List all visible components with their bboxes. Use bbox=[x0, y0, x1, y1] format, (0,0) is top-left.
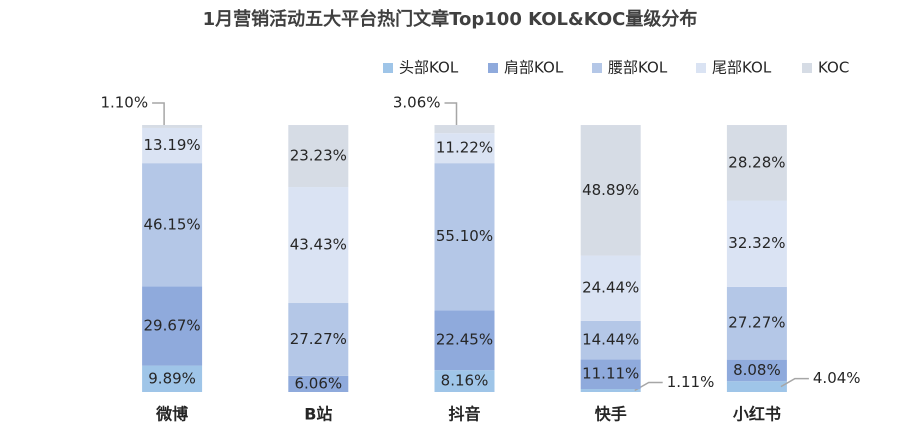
bar-segment bbox=[726, 125, 787, 201]
chart-title: 1月营销活动五大平台热门文章Top100 KOL&KOC量级分布 bbox=[203, 8, 698, 30]
x-tick-label: 小红书 bbox=[733, 405, 781, 424]
data-label: 11.11% bbox=[582, 365, 639, 383]
legend-label: 肩部KOL bbox=[504, 59, 564, 77]
data-label: 55.10% bbox=[436, 227, 493, 245]
x-tick-label: 快手 bbox=[595, 405, 627, 424]
data-label: 3.06% bbox=[393, 94, 441, 112]
data-label: 22.45% bbox=[436, 331, 493, 349]
data-label: 1.11% bbox=[667, 373, 715, 391]
leader-line bbox=[152, 102, 165, 125]
bar-segment bbox=[434, 370, 495, 392]
legend-swatch bbox=[383, 63, 393, 73]
bar-segment bbox=[726, 286, 787, 360]
bar-segment bbox=[726, 359, 787, 382]
bar-segment bbox=[142, 365, 203, 392]
data-label: 6.06% bbox=[294, 374, 342, 392]
data-label: 46.15% bbox=[143, 215, 200, 233]
data-label: 24.44% bbox=[582, 279, 639, 297]
bar-segment bbox=[288, 303, 349, 376]
leader-line bbox=[444, 102, 458, 126]
bar-segment bbox=[580, 389, 641, 392]
bar-segment bbox=[580, 255, 641, 321]
data-label: 27.27% bbox=[290, 330, 347, 348]
data-label: 23.23% bbox=[290, 147, 347, 165]
data-label: 9.89% bbox=[148, 369, 196, 387]
bar-segment bbox=[434, 125, 495, 134]
bar-segment bbox=[142, 163, 203, 287]
data-label: 28.28% bbox=[728, 153, 785, 171]
bar-segment bbox=[580, 359, 641, 390]
bar-segment bbox=[580, 320, 641, 360]
legend-swatch bbox=[592, 63, 602, 73]
data-label: 43.43% bbox=[290, 236, 347, 254]
data-label: 4.04% bbox=[813, 369, 861, 387]
legend-label: 腰部KOL bbox=[608, 59, 668, 77]
data-label: 32.32% bbox=[728, 234, 785, 252]
leader-line bbox=[780, 377, 809, 388]
legend-swatch bbox=[696, 63, 706, 73]
data-label: 11.22% bbox=[436, 139, 493, 157]
data-label: 27.27% bbox=[728, 314, 785, 332]
x-tick-label: 微博 bbox=[155, 405, 188, 424]
bar-segment bbox=[434, 310, 495, 371]
legend-label: 头部KOL bbox=[399, 59, 459, 77]
legend-swatch bbox=[488, 63, 498, 73]
bar-segment bbox=[142, 127, 203, 164]
bar-segment bbox=[726, 381, 787, 392]
data-label: 14.44% bbox=[582, 331, 639, 349]
bar-segment bbox=[142, 286, 203, 366]
bar-segment bbox=[288, 375, 349, 392]
bar-segment bbox=[580, 125, 641, 256]
bar-segment bbox=[726, 200, 787, 287]
x-tick-label: 抖音 bbox=[448, 405, 480, 424]
legend-swatch bbox=[802, 63, 812, 73]
data-label: 8.08% bbox=[733, 361, 781, 379]
bar-segment bbox=[142, 125, 203, 128]
legend-label: KOC bbox=[818, 59, 849, 77]
data-label: 1.10% bbox=[100, 94, 148, 112]
data-label: 29.67% bbox=[143, 316, 200, 334]
bar-segment bbox=[434, 133, 495, 164]
data-label: 48.89% bbox=[582, 181, 639, 199]
legend-label: 尾部KOL bbox=[712, 59, 772, 77]
bar-segment bbox=[288, 187, 349, 304]
bar-segment bbox=[434, 163, 495, 311]
data-label: 13.19% bbox=[143, 136, 200, 154]
x-tick-label: B站 bbox=[304, 405, 332, 424]
data-label: 8.16% bbox=[441, 372, 489, 390]
bar-segment bbox=[288, 125, 349, 188]
